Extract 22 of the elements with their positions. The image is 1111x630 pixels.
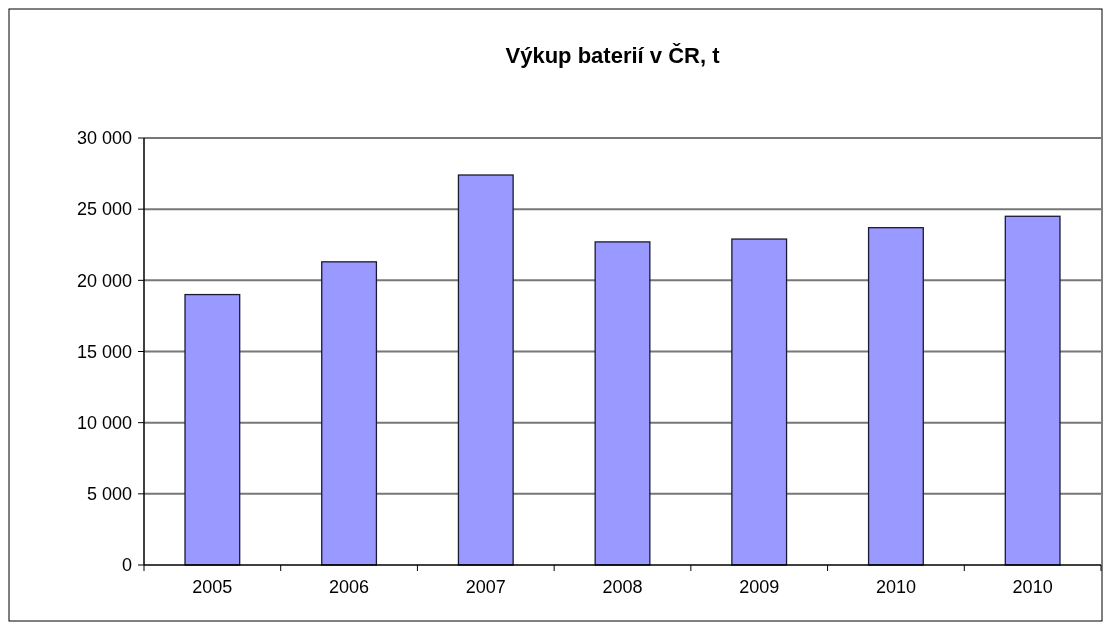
bar	[867, 227, 924, 566]
bar	[184, 293, 241, 566]
bar	[321, 261, 378, 566]
chart-title: Výkup baterií v ČR, t	[505, 43, 721, 68]
y-tick-label: 30 000	[76, 128, 132, 149]
x-tick-label: 2007	[465, 577, 506, 597]
bar	[594, 241, 651, 566]
y-tick-label: 0	[121, 555, 132, 576]
y-tick-label: 15 000	[76, 341, 132, 362]
bar	[457, 174, 514, 566]
x-tick-label: 2009	[739, 577, 780, 597]
y-tick-label: 20 000	[76, 270, 132, 291]
bar	[731, 238, 788, 566]
x-tick-label: 2005	[192, 577, 233, 597]
y-tick-label: 10 000	[76, 412, 132, 433]
x-tick-label: 2008	[602, 577, 643, 597]
x-tick-label: 2010	[875, 577, 916, 597]
y-tick-label: 25 000	[76, 199, 132, 220]
bar	[1004, 215, 1061, 566]
x-tick-label: 2006	[329, 577, 370, 597]
y-tick-label: 5 000	[86, 484, 132, 505]
x-tick-label: 2010	[1012, 577, 1053, 597]
